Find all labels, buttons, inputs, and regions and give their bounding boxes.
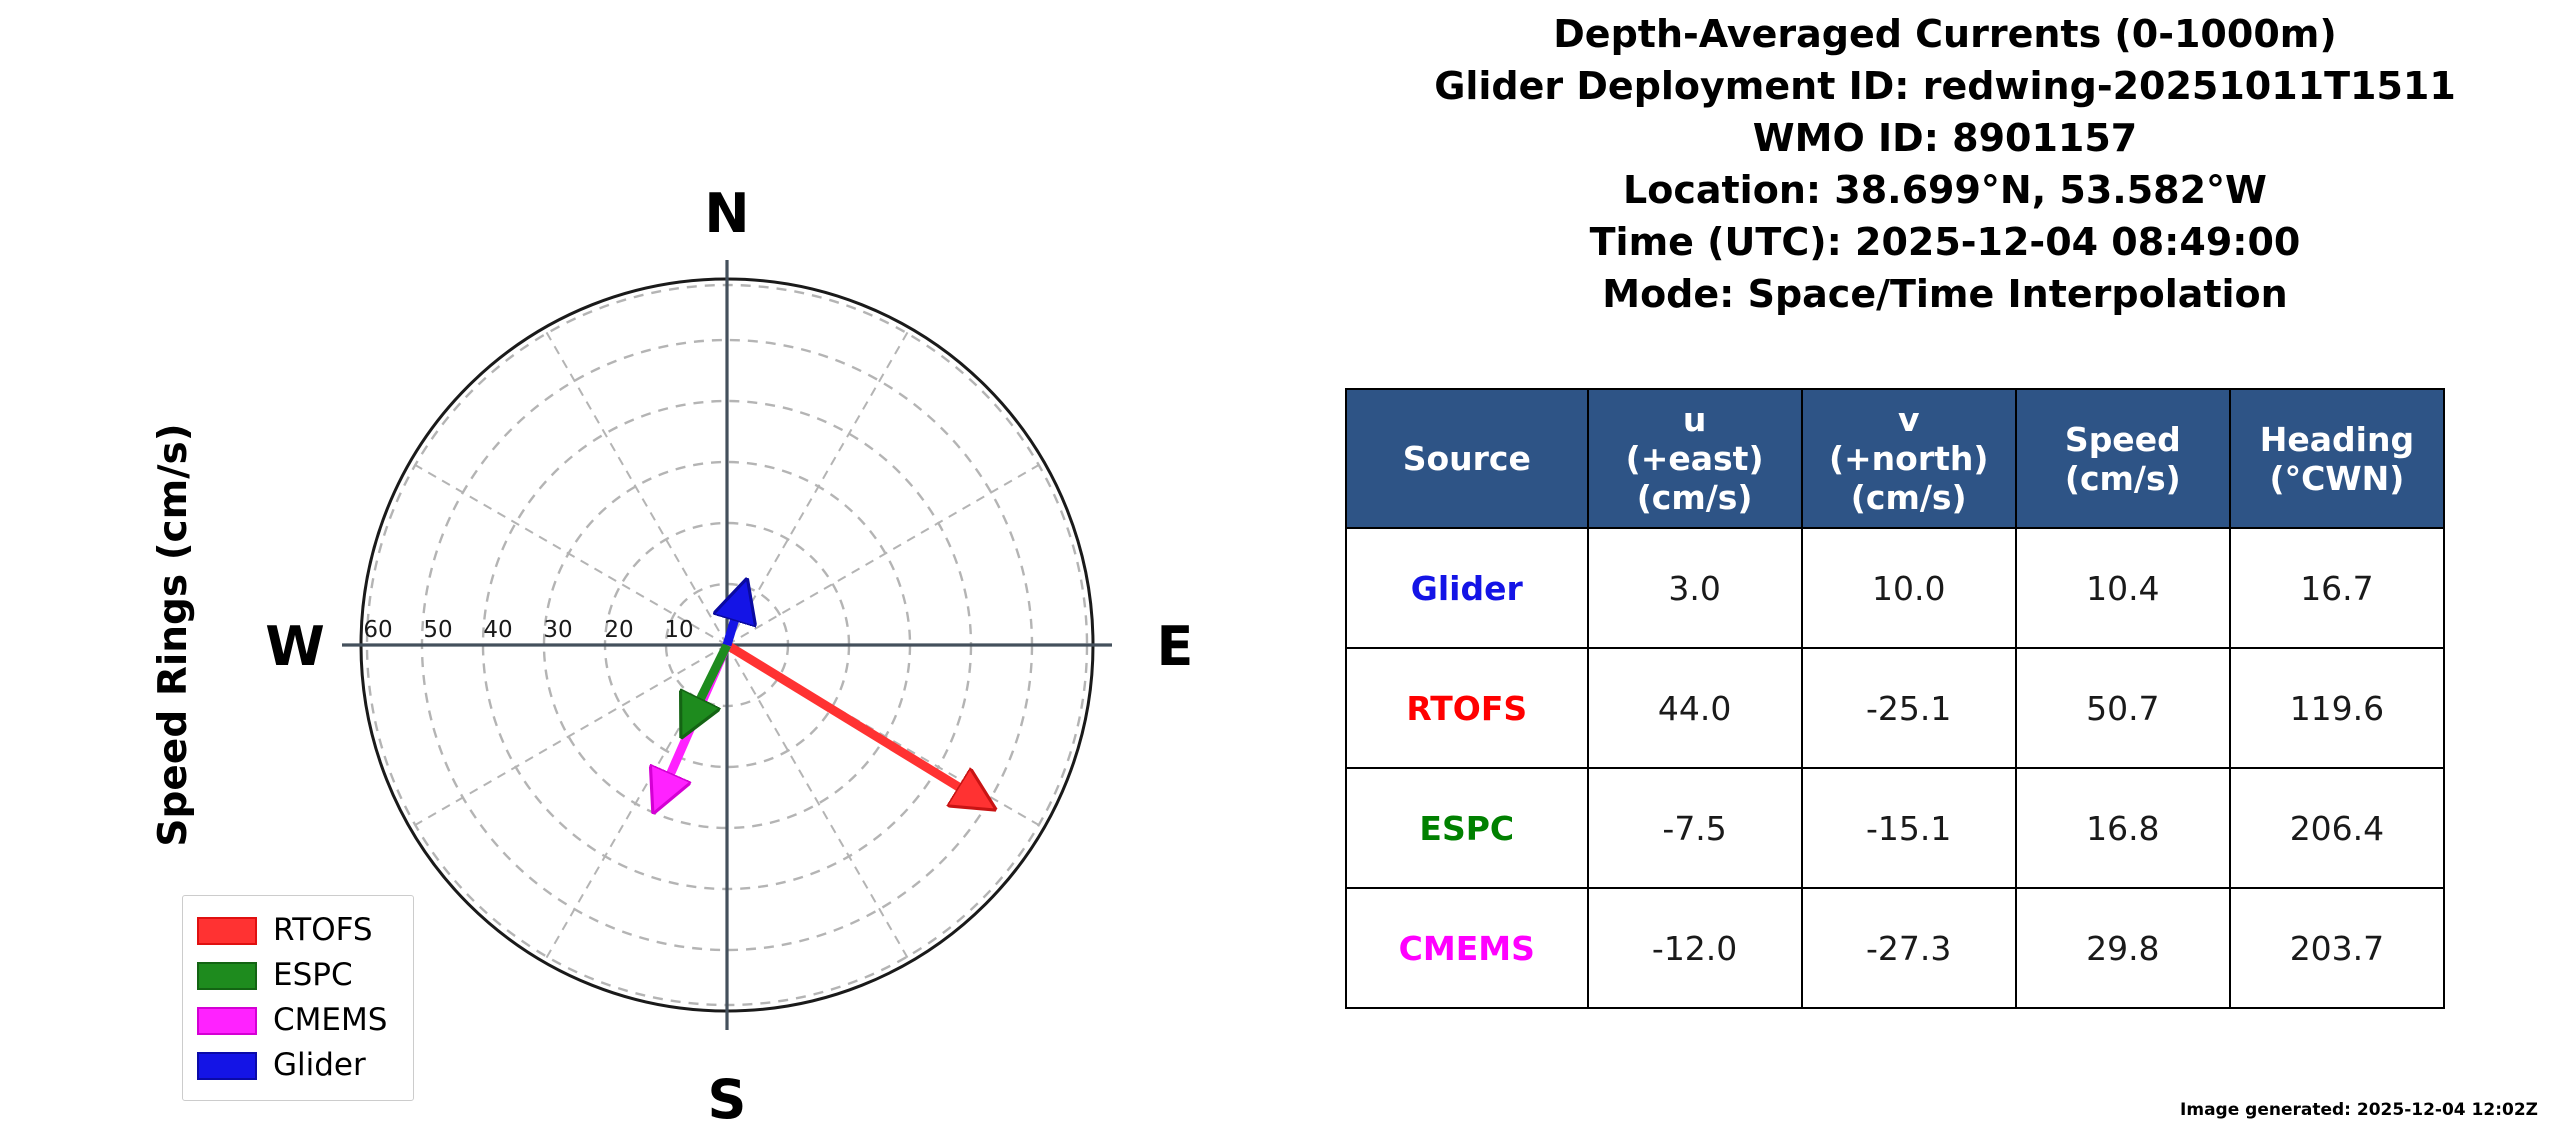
radial-axis-title: Speed Rings (cm/s)	[151, 423, 196, 847]
ring-tick-50: 50	[423, 617, 452, 643]
cell-heading-espc: 206.4	[2228, 767, 2446, 889]
cell-speed-glider: 10.4	[2014, 527, 2231, 649]
table-row: ESPC -7.5 -15.1 16.8 206.4	[1345, 767, 2446, 889]
cell-source-glider: Glider	[1345, 527, 1589, 649]
column-header-source: Source	[1345, 388, 1589, 529]
title-line-location: Location: 38.699°N, 53.582°W	[1623, 168, 2267, 212]
vector-arrow-glider	[727, 602, 740, 647]
cell-heading-glider: 16.7	[2228, 527, 2446, 649]
column-header-u-line3: (cm/s)	[1636, 478, 1753, 517]
cell-heading-rtofs: 119.6	[2228, 647, 2446, 769]
cell-v-espc: -15.1	[1800, 767, 2017, 889]
cell-speed-cmems: 29.8	[2014, 887, 2231, 1009]
ring-tick-30: 30	[543, 617, 572, 643]
cell-speed-espc: 16.8	[2014, 767, 2231, 889]
plot-legend: RTOFS ESPC CMEMS Glider	[182, 895, 414, 1101]
cell-source-rtofs: RTOFS	[1345, 647, 1589, 769]
column-header-v-line1: v	[1897, 400, 1920, 439]
polar-plot-panel: 60 50 40 30 20 10 N S E W Speed Rings (c…	[151, 182, 1194, 1131]
ring-tick-20: 20	[604, 617, 633, 643]
cell-u-espc: -7.5	[1586, 767, 1803, 889]
column-header-u-line2: (+east)	[1625, 439, 1764, 478]
title-line-mode: Mode: Space/Time Interpolation	[1602, 272, 2288, 316]
column-header-v-line2: (+north)	[1828, 439, 1989, 478]
column-header-source-label: Source	[1402, 439, 1531, 478]
cell-u-cmems: -12.0	[1586, 887, 1803, 1009]
cell-u-glider: 3.0	[1586, 527, 1803, 649]
table-row: RTOFS 44.0 -25.1 50.7 119.6	[1345, 647, 2446, 769]
title-line-wmo-id: WMO ID: 8901157	[1752, 116, 2138, 160]
cell-v-rtofs: -25.1	[1800, 647, 2017, 769]
compass-label-east: E	[1157, 615, 1194, 678]
ring-tick-60: 60	[363, 617, 392, 643]
table-row: CMEMS -12.0 -27.3 29.8 203.7	[1345, 887, 2446, 1009]
legend-label-rtofs: RTOFS	[273, 912, 373, 948]
legend-swatch-rtofs	[197, 916, 257, 945]
title-block: Depth-Averaged Currents (0-1000m) Glider…	[1330, 8, 2560, 320]
ring-tick-10: 10	[664, 617, 693, 643]
column-header-u-line1: u	[1682, 400, 1707, 439]
vector-arrow-espc	[692, 643, 732, 716]
column-header-v-line3: (cm/s)	[1850, 478, 1967, 517]
cell-v-glider: 10.0	[1800, 527, 2017, 649]
compass-label-north: N	[704, 182, 749, 245]
table-header-row: Source u (+east) (cm/s) v (+north) (cm/s…	[1345, 388, 2446, 529]
legend-label-cmems: CMEMS	[273, 1002, 388, 1038]
cell-v-cmems: -27.3	[1800, 887, 2017, 1009]
column-header-speed: Speed (cm/s)	[2014, 388, 2231, 529]
ring-tick-40: 40	[483, 617, 512, 643]
cell-source-espc: ESPC	[1345, 767, 1589, 889]
column-header-heading: Heading (°CWN)	[2228, 388, 2446, 529]
polar-plot-svg: 60 50 40 30 20 10 N S E W	[265, 182, 1194, 1131]
legend-item-glider[interactable]: Glider	[197, 1043, 397, 1088]
cell-speed-rtofs: 50.7	[2014, 647, 2231, 769]
table-row: Glider 3.0 10.0 10.4 16.7	[1345, 527, 2446, 649]
legend-label-espc: ESPC	[273, 957, 353, 993]
cell-source-cmems: CMEMS	[1345, 887, 1589, 1009]
column-header-speed-line1: Speed	[2064, 419, 2181, 459]
title-line-product: Depth-Averaged Currents (0-1000m)	[1553, 12, 2337, 56]
legend-swatch-glider	[197, 1051, 257, 1080]
column-header-heading-line2: (°CWN)	[2269, 458, 2405, 498]
cell-heading-cmems: 203.7	[2228, 887, 2446, 1009]
column-header-speed-line2: (cm/s)	[2064, 458, 2181, 498]
title-line-deployment-id: Glider Deployment ID: redwing-20251011T1…	[1434, 64, 2456, 108]
legend-label-glider: Glider	[273, 1047, 366, 1083]
image-generated-note: Image generated: 2025-12-04 12:02Z	[2180, 1100, 2538, 1120]
legend-item-rtofs[interactable]: RTOFS	[197, 908, 397, 953]
cell-u-rtofs: 44.0	[1586, 647, 1803, 769]
info-panel: Depth-Averaged Currents (0-1000m) Glider…	[1330, 0, 2560, 1138]
polar-ring-tick-labels: 60 50 40 30 20 10	[363, 617, 693, 643]
vector-arrow-rtofs	[724, 641, 975, 797]
legend-swatch-espc	[197, 961, 257, 990]
legend-item-cmems[interactable]: CMEMS	[197, 998, 397, 1043]
compass-label-south: S	[708, 1068, 747, 1131]
compass-label-west: W	[265, 615, 325, 678]
legend-item-espc[interactable]: ESPC	[197, 953, 397, 998]
title-line-time: Time (UTC): 2025-12-04 08:49:00	[1589, 220, 2301, 264]
column-header-v: v (+north) (cm/s)	[1800, 388, 2017, 529]
column-header-heading-line1: Heading	[2259, 419, 2415, 459]
column-header-u: u (+east) (cm/s)	[1586, 388, 1803, 529]
currents-comparison-table: Source u (+east) (cm/s) v (+north) (cm/s…	[1345, 388, 2446, 1009]
legend-swatch-cmems	[197, 1006, 257, 1035]
